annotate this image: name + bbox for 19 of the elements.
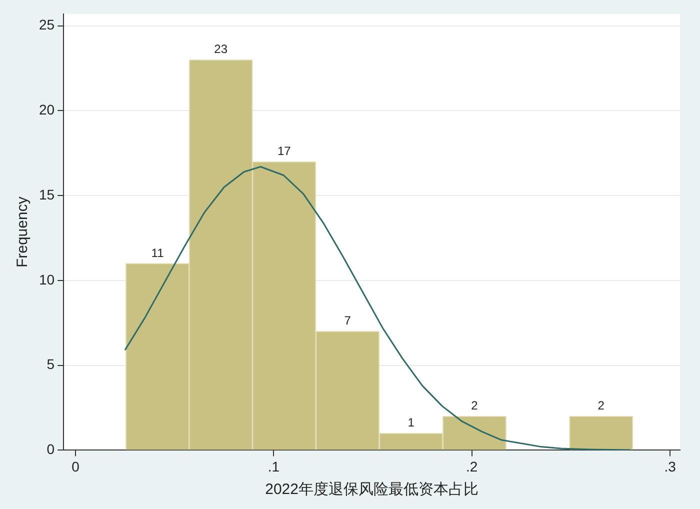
y-tick-label: 25: [38, 16, 55, 33]
y-tick-label: 5: [46, 356, 55, 372]
data-label: 23: [214, 42, 228, 56]
y-tick-label: 20: [38, 102, 55, 118]
data-label: 1: [408, 416, 415, 430]
data-label: 17: [278, 144, 292, 158]
x-tick-label: .2: [466, 458, 478, 474]
x-axis-title: 2022年度退保风险最低资本占比: [265, 481, 478, 498]
y-tick-label: 0: [46, 441, 55, 458]
data-label: 2: [471, 398, 478, 413]
y-tick-label: 15: [38, 186, 55, 202]
data-label: 11: [151, 246, 164, 260]
x-tick-label: .3: [664, 458, 676, 474]
y-tick-label: 10: [38, 271, 55, 288]
x-tick-label: 0: [72, 458, 80, 474]
x-tick-label: .1: [268, 458, 280, 474]
data-label: 2: [598, 398, 605, 413]
y-axis-title: Frequency: [14, 196, 32, 268]
data-label: 7: [344, 314, 352, 328]
